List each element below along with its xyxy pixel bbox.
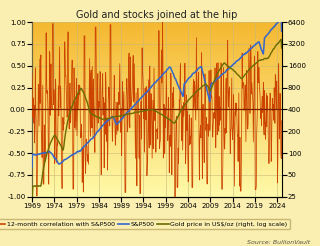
- Text: Source: BullionVault: Source: BullionVault: [247, 240, 310, 245]
- Legend: 12-month correlation with S&P500, S&P500, Gold price in US$/oz (right, log scale: 12-month correlation with S&P500, S&P500…: [0, 219, 290, 229]
- Title: Gold and stocks joined at the hip: Gold and stocks joined at the hip: [76, 10, 237, 20]
